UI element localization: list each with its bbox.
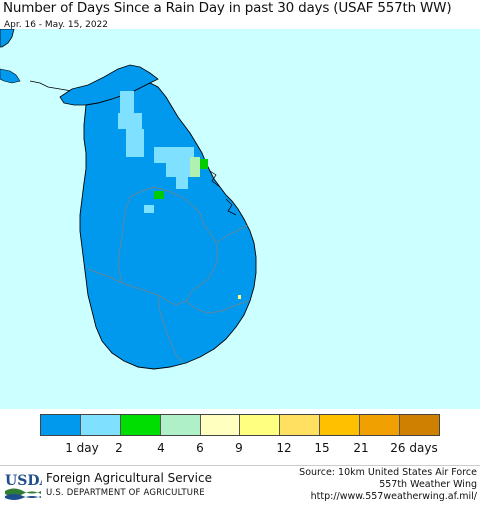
source-link[interactable]: http://www.557weatherwing.af.mil/ bbox=[310, 491, 477, 502]
main-island bbox=[79, 82, 257, 370]
light-cell-center-2 bbox=[166, 163, 190, 177]
legend-color-bar bbox=[40, 414, 440, 436]
agency-name: Foreign Agricultural Service bbox=[46, 471, 212, 485]
legend-swatch-9 bbox=[360, 415, 401, 435]
legend-swatch-4 bbox=[160, 415, 201, 435]
legend-label: 12 bbox=[276, 441, 292, 455]
light-cell-center-3 bbox=[176, 177, 188, 189]
legend-swatch-1 bbox=[41, 415, 81, 435]
department-name: U.S. DEPARTMENT OF AGRICULTURE bbox=[46, 488, 205, 498]
source-line: Source: 10km United States Air Force bbox=[299, 467, 477, 478]
light-cell-north-2 bbox=[118, 113, 142, 129]
legend-labels: 1 day 2 4 6 9 12 15 21 26 days bbox=[0, 441, 480, 457]
legend-swatch-3 bbox=[120, 415, 161, 435]
legend-swatch-7 bbox=[280, 415, 321, 435]
legend-label: 1 day bbox=[65, 441, 99, 455]
province-borders bbox=[87, 186, 249, 364]
legend-label: 6 bbox=[196, 441, 204, 455]
source-line: 557th Weather Wing bbox=[379, 479, 477, 490]
legend-label: 15 bbox=[314, 441, 330, 455]
light-cell-center-1 bbox=[154, 147, 194, 163]
light-cell-north-1 bbox=[120, 91, 134, 113]
legend-swatch-2 bbox=[80, 415, 121, 435]
svg-text:USDA: USDA bbox=[5, 473, 42, 489]
green-cell-center bbox=[154, 191, 164, 199]
map-title: Number of Days Since a Rain Day in past … bbox=[3, 0, 452, 16]
legend-swatch-8 bbox=[320, 415, 361, 435]
usda-logo-icon: USDA bbox=[5, 473, 42, 500]
light-cell-north-3 bbox=[126, 129, 144, 157]
light-cell-west bbox=[144, 205, 154, 213]
legend-label: 4 bbox=[157, 441, 165, 455]
pale-green-cell bbox=[190, 157, 200, 177]
date-range: Apr. 16 - May. 15, 2022 bbox=[4, 20, 109, 30]
yellow-dot bbox=[238, 295, 241, 299]
legend-swatch-10 bbox=[400, 415, 439, 435]
legend-swatch-6 bbox=[240, 415, 281, 435]
east-coast-detail bbox=[209, 170, 237, 216]
adams-bridge bbox=[29, 80, 73, 92]
legend-label: 2 bbox=[115, 441, 123, 455]
sri-lanka-map bbox=[0, 29, 480, 409]
legend-swatch-5 bbox=[200, 415, 241, 435]
legend-label: 26 days bbox=[390, 441, 438, 455]
legend-label: 9 bbox=[235, 441, 243, 455]
source-attribution: Source: 10km United States Air Force 557… bbox=[299, 467, 477, 503]
india-coast-land bbox=[0, 29, 15, 48]
footer-divider bbox=[0, 465, 480, 466]
green-cell-east bbox=[200, 159, 208, 169]
legend-label: 21 bbox=[353, 441, 369, 455]
india-coast-small bbox=[0, 68, 21, 84]
